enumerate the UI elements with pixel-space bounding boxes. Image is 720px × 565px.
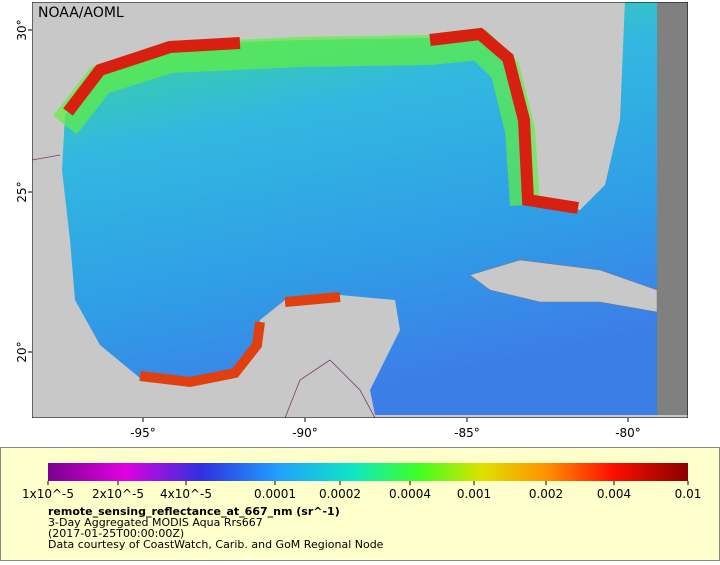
legend-description: 3-Day Aggregated MODIS Aqua Rrs667	[48, 516, 263, 529]
colorbar-label: 0.0002	[319, 487, 361, 501]
lat-tick-label: 30°	[15, 19, 29, 40]
colorbar-label: 0.002	[529, 487, 563, 501]
colorbar-label: 2x10^-5	[92, 487, 144, 501]
lon-tick-label: -90°	[292, 426, 318, 440]
colorbar-label: 0.004	[597, 487, 631, 501]
colorbar-label: 0.0001	[254, 487, 296, 501]
colorbar	[48, 463, 688, 481]
map	[32, 2, 688, 418]
colorbar-label: 4x10^-5	[160, 487, 212, 501]
colorbar-label: 0.001	[457, 487, 491, 501]
lon-tick-label: -95°	[130, 426, 156, 440]
borders	[32, 154, 376, 418]
legend-time: (2017-01-25T00:00:00Z)	[48, 527, 184, 540]
no-data-strip	[657, 2, 688, 415]
colorbar-ticks: 1x10^-5 2x10^-5 4x10^-5 0.0001 0.0002 0.0004 0…	[22, 481, 701, 501]
colorbar-label: 1x10^-5	[22, 487, 74, 501]
lon-tick-label: -85°	[454, 426, 480, 440]
coastal-band-red-south	[139, 292, 341, 388]
legend-variable: remote_sensing_reflectance_at_667_nm (sr…	[48, 505, 340, 518]
lon-axis: -95° -90° -85° -80°	[130, 418, 641, 440]
colorbar-label: 0.01	[675, 487, 702, 501]
coastal-band-green	[53, 29, 540, 206]
attribution: NOAA/AOML	[38, 5, 124, 21]
legend-credit: Data courtesy of CoastWatch, Carib. and …	[48, 538, 384, 551]
coastal-band-red	[63, 27, 579, 214]
lon-tick-label: -80°	[615, 426, 641, 440]
lat-tick-label: 20°	[15, 341, 29, 362]
lat-axis: 30° 25° 20°	[15, 19, 32, 363]
colorbar-label: 0.0004	[389, 487, 431, 501]
lat-tick-label: 25°	[15, 181, 29, 202]
